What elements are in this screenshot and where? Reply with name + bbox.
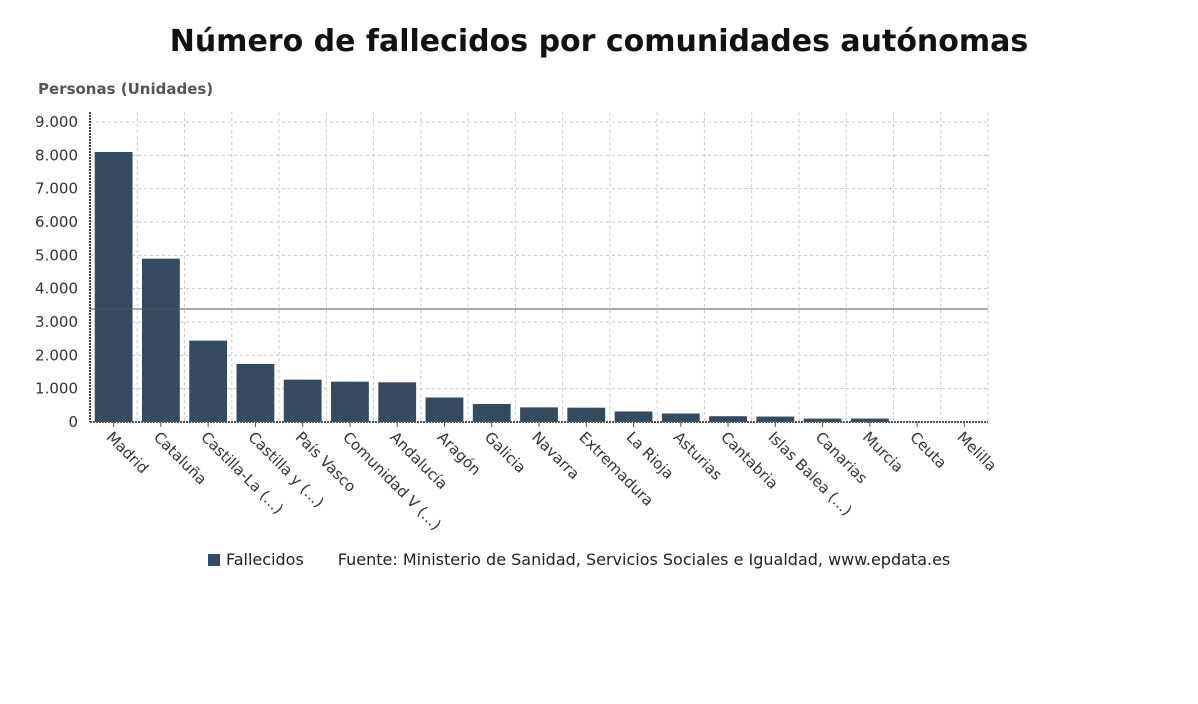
bar-comunidad-v-: [331, 381, 369, 422]
y-axis-label: Personas (Unidades): [38, 80, 214, 98]
y-tick-label: 3.000: [35, 313, 78, 331]
x-tick-label: Ceuta: [906, 428, 950, 472]
x-tick-label: Asturias: [670, 428, 726, 484]
y-tick-label: 4.000: [35, 280, 78, 298]
bar-la-rioja: [614, 411, 653, 422]
bar-cantabria: [709, 416, 747, 422]
bar-chart: 0 1.000 2.000 3.000 4.000 5.000 6.000 7.000 8.00…: [35, 112, 1001, 534]
bar-pa-s-vasco: [283, 379, 322, 422]
bar-murcia: [850, 418, 889, 422]
x-tick-label: Castilla-La (...): [197, 428, 287, 518]
bar-islas-balea-: [756, 416, 795, 422]
bar-galicia: [472, 403, 511, 422]
y-tick-label: 1.000: [35, 380, 78, 398]
legend: Fallecidos Fuente: Ministerio de Sanidad…: [208, 550, 950, 569]
bar-castilla-la-: [189, 340, 228, 422]
y-tick-label: 9.000: [35, 113, 78, 131]
y-tick-label: 2.000: [35, 346, 78, 364]
y-tick-label: 5.000: [35, 246, 78, 264]
x-tick-label: Islas Balea (...): [764, 428, 855, 519]
x-tick-label: Navarra: [528, 428, 583, 483]
chart-title: Número de fallecidos por comunidades aut…: [169, 24, 1029, 59]
bar-navarra: [520, 407, 558, 422]
bar-asturias: [661, 413, 700, 422]
legend-label: Fallecidos: [226, 550, 304, 569]
x-tick-label: Melilla: [954, 428, 1001, 475]
y-tick-label: 6.000: [35, 213, 78, 231]
bar-extremadura: [567, 407, 606, 422]
legend-swatch: [208, 553, 220, 566]
bar-castilla-y-: [236, 364, 275, 422]
y-tick-label: 8.000: [35, 146, 78, 164]
source-text: Fuente: Ministerio de Sanidad, Servicios…: [337, 550, 951, 569]
x-tick-label: Madrid: [103, 428, 152, 477]
bar-andaluc-a: [378, 382, 417, 422]
bar-madrid: [94, 152, 133, 422]
y-tick-label: 0: [68, 413, 78, 431]
x-tick-label: Galicia: [481, 428, 530, 477]
bar-catalu-a: [141, 258, 180, 422]
bar-canarias: [803, 418, 842, 422]
y-tick-label: 7.000: [35, 180, 78, 198]
bar-arag-n: [425, 397, 464, 422]
